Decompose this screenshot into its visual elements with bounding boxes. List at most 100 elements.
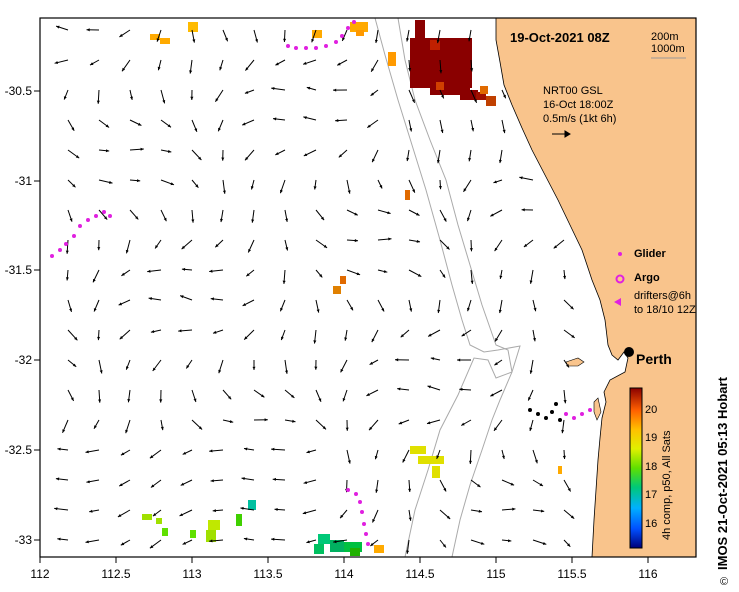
copyright-icon: © — [720, 576, 728, 588]
sst-patches-south — [142, 446, 444, 556]
current-vector-head — [474, 99, 477, 103]
current-vector-head — [347, 190, 351, 194]
x-tick-114-5: 114.5 — [405, 567, 434, 581]
x-tick-115-5: 115.5 — [557, 567, 586, 581]
current-vector-head — [494, 427, 498, 431]
x-tick-114: 114 — [334, 567, 353, 581]
current-vector-head — [478, 509, 482, 513]
current-vector-head — [495, 338, 499, 342]
argo-legend-label: Argo — [634, 272, 660, 284]
current-vector-head — [523, 243, 528, 247]
current-vector-head — [412, 99, 415, 103]
current-vector-head — [337, 62, 341, 66]
colorbar-label: 4h comp, p50, All Sats — [661, 430, 673, 540]
current-vector-head — [225, 37, 228, 42]
current-vector-head — [209, 449, 213, 453]
current-vector-head — [215, 98, 219, 102]
glider-legend: Glider — [618, 248, 667, 260]
current-vector-head — [157, 66, 161, 71]
current-vector-head — [198, 156, 202, 160]
current-vector-head — [57, 537, 61, 541]
current-vector-head — [191, 219, 195, 223]
current-vector-head — [442, 274, 446, 278]
current-vector-head — [210, 297, 214, 301]
current-vector-head — [468, 157, 472, 162]
current-vector-head — [345, 427, 349, 431]
current-vector-head — [467, 307, 470, 312]
current-vector-head — [561, 429, 565, 434]
current-vector-head — [136, 179, 141, 183]
current-vector-head — [439, 70, 443, 74]
current-vector-head — [374, 455, 378, 460]
current-vector-head — [149, 545, 154, 549]
current-vector-head — [245, 67, 249, 71]
current-vector-head — [372, 519, 376, 523]
current-vector-head — [285, 247, 289, 251]
current-vector-head — [519, 176, 523, 180]
y-tick-30-5: -30.5 — [5, 84, 33, 98]
current-vector-head — [243, 537, 248, 541]
current-vector-head — [125, 249, 129, 254]
current-vector-head — [182, 541, 187, 545]
current-vector-head — [503, 94, 506, 99]
isobath-200m — [397, 18, 513, 557]
current-vector-head — [371, 68, 375, 72]
current-vector-head — [533, 337, 536, 342]
current-vector-head — [186, 365, 190, 369]
current-legend-time: 16-Oct 18:00Z — [543, 99, 614, 111]
current-vector-head — [461, 333, 465, 337]
current-vector-head — [467, 217, 470, 222]
current-vector-head — [470, 280, 474, 284]
current-vector-head — [416, 212, 420, 216]
sst-patches-orange — [150, 22, 562, 553]
current-vector-head — [529, 427, 533, 431]
current-vector-head — [319, 274, 323, 278]
current-vector-head — [220, 218, 223, 223]
current-vector-head — [96, 100, 100, 104]
rottnest-island — [565, 357, 585, 367]
current-vector-head — [440, 129, 444, 133]
current-vector-head — [162, 100, 166, 104]
current-vector-head — [219, 66, 223, 71]
colorbar-tick-18: 18 — [645, 461, 657, 473]
current-vector-head — [119, 33, 123, 37]
current-scale-arrow — [552, 130, 571, 138]
current-vector-head — [366, 393, 370, 396]
current-vector-head — [85, 540, 89, 544]
current-vector-head — [75, 155, 80, 159]
current-vector-head — [241, 477, 245, 481]
current-vector-head — [228, 396, 232, 400]
sst-patch-north — [388, 20, 496, 106]
current-vector-head — [320, 216, 325, 221]
argo-legend: Argo — [615, 272, 660, 284]
current-vector-head — [372, 158, 375, 163]
current-vector-head — [563, 400, 567, 404]
current-vector-head — [409, 308, 413, 312]
current-vector-head — [354, 212, 358, 216]
argo-legend-icon — [615, 274, 625, 284]
current-vector-head — [180, 295, 184, 299]
current-vector-head — [494, 362, 498, 366]
current-vector-head — [480, 541, 485, 545]
current-vector-head — [140, 147, 144, 151]
y-axis: -30.5 -31 -31.5 -32 -32.5 -33 — [5, 84, 40, 547]
current-vector-head — [498, 159, 502, 164]
glider-track — [528, 402, 592, 422]
current-vector-head — [244, 447, 248, 451]
current-vector-head — [388, 237, 392, 241]
current-vector-head — [292, 419, 296, 423]
current-vector-head — [89, 509, 93, 513]
current-vector-head — [181, 267, 186, 271]
current-vector-head — [273, 117, 277, 121]
current-vector-head — [56, 25, 60, 29]
current-vector-head — [306, 540, 310, 544]
current-vector-head — [302, 511, 307, 515]
current-vector-head — [118, 302, 123, 306]
current-vector-head — [463, 188, 467, 192]
current-vector-head — [121, 272, 125, 276]
current-vector-head — [313, 186, 317, 190]
current-vector-head — [400, 334, 404, 338]
isobath-1000m — [374, 18, 521, 557]
current-vector-head — [428, 333, 432, 337]
current-vector-head — [210, 479, 214, 483]
